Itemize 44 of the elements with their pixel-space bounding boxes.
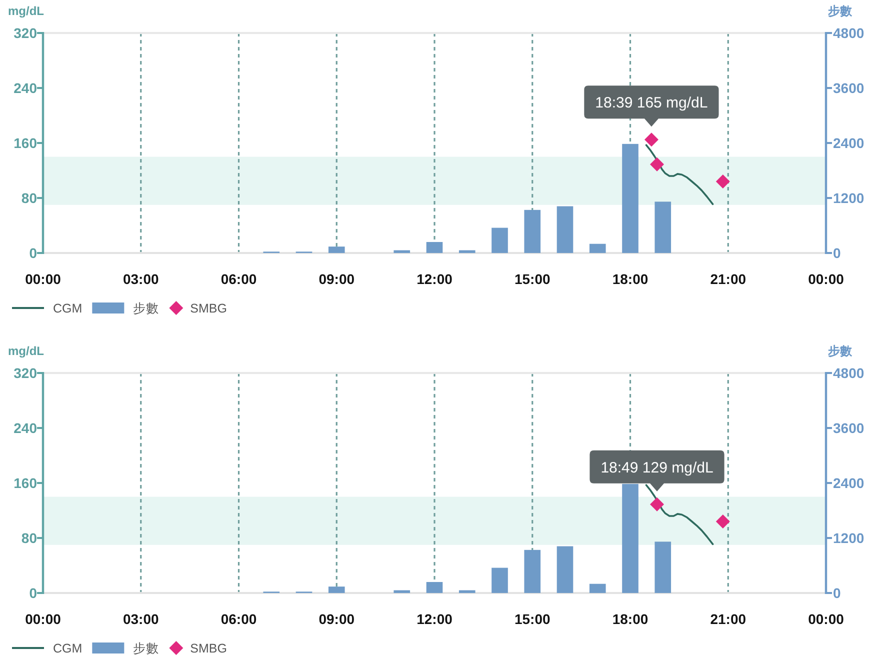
x-tick: 00:00 xyxy=(25,271,61,287)
x-tick: 18:00 xyxy=(612,271,648,287)
y-tick: 160 xyxy=(14,475,37,491)
y2-tick: 2400 xyxy=(833,475,864,491)
y2-title: 步數 xyxy=(828,4,852,18)
x-tick: 21:00 xyxy=(710,611,746,627)
y-tick: 320 xyxy=(14,365,37,381)
x-tick: 06:00 xyxy=(220,611,257,627)
y2-tick: 4800 xyxy=(833,365,864,381)
x-tick: 03:00 xyxy=(122,611,159,627)
y-tick: 240 xyxy=(14,80,37,96)
y-tick: 0 xyxy=(29,245,37,261)
y2-tick: 0 xyxy=(833,585,841,601)
y-title: mg/dL xyxy=(8,4,44,18)
y-title: mg/dL xyxy=(8,344,44,358)
x-tick: 12:00 xyxy=(416,271,452,287)
x-tick: 21:00 xyxy=(710,271,746,287)
y-tick: 80 xyxy=(21,190,37,206)
x-tick: 00:00 xyxy=(25,611,61,627)
x-tick: 15:00 xyxy=(514,611,550,627)
x-tick: 06:00 xyxy=(220,271,257,287)
y-tick: 80 xyxy=(21,530,37,546)
y-tick: 320 xyxy=(14,25,37,41)
x-tick: 09:00 xyxy=(318,611,355,627)
annotation: 18:49 129 mg/dL xyxy=(600,459,714,476)
x-tick: 15:00 xyxy=(514,271,550,287)
x-tick: 03:00 xyxy=(122,271,159,287)
x-tick: 18:00 xyxy=(612,611,648,627)
x-tick: 12:00 xyxy=(416,611,452,627)
y2-tick: 3600 xyxy=(833,420,864,436)
y2-title: 步數 xyxy=(828,344,852,358)
annotation: 18:39 165 mg/dL xyxy=(595,94,708,112)
y2-tick: 1200 xyxy=(833,190,864,206)
y2-tick: 2400 xyxy=(833,135,864,151)
y2-tick: 1200 xyxy=(833,530,864,546)
y2-tick: 3600 xyxy=(833,80,864,96)
y2-tick: 4800 xyxy=(833,25,864,41)
y-tick: 160 xyxy=(14,135,37,151)
x-tick: 09:00 xyxy=(318,271,355,287)
y-tick: 240 xyxy=(14,420,37,436)
y-tick: 0 xyxy=(29,585,37,601)
y2-tick: 0 xyxy=(833,245,841,261)
x-tick: 00:00 xyxy=(808,271,844,287)
x-tick: 00:00 xyxy=(808,611,844,627)
